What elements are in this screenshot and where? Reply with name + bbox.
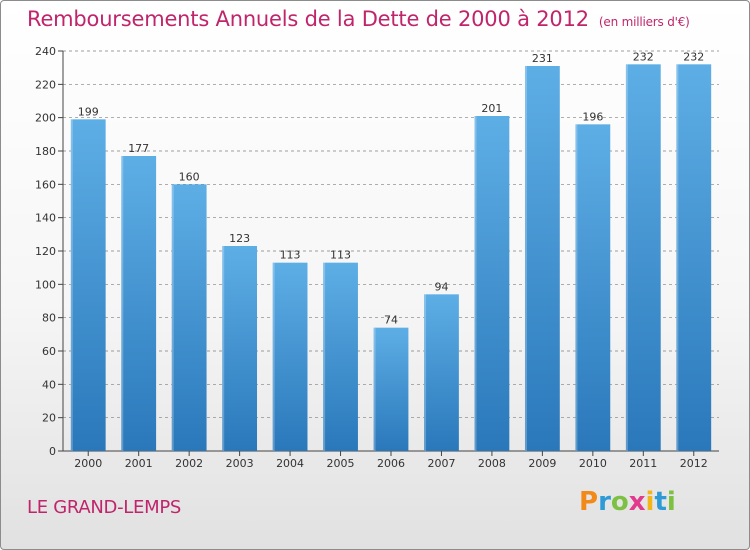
bar-2011 [625, 64, 661, 452]
x-tick-label: 2001 [125, 457, 153, 470]
y-tick-label: 60 [42, 345, 56, 358]
bar-highlight [323, 262, 326, 451]
bar-value-label: 199 [78, 105, 99, 118]
bar-highlight [524, 66, 527, 451]
bar-2001 [121, 156, 157, 451]
labels: 199 2000 177 2001 160 2002 123 2003 113 2004 113 20… [74, 50, 708, 470]
bar-value-label: 113 [330, 249, 351, 262]
bar-2000 [70, 119, 106, 451]
x-tick-label: 2006 [377, 457, 405, 470]
x-tick-label: 2012 [680, 457, 708, 470]
y-tick-label: 200 [35, 112, 56, 125]
x-tick-label: 2002 [175, 457, 203, 470]
bar-highlight [373, 327, 376, 451]
x-tick-label: 2005 [327, 457, 355, 470]
bar-2012 [676, 64, 712, 452]
bar-value-label: 177 [128, 142, 149, 155]
y-tick-label: 40 [42, 378, 56, 391]
bar-highlight [474, 116, 477, 451]
bar-2006 [373, 327, 409, 451]
city-name: LE GRAND-LEMPS [27, 497, 181, 518]
bar-value-label: 123 [229, 232, 250, 245]
bar-value-label: 160 [179, 170, 200, 183]
chart-title: Remboursements Annuels de la Dette de 20… [27, 7, 690, 31]
x-tick-label: 2010 [579, 457, 607, 470]
y-tick-label: 20 [42, 412, 56, 425]
bar-highlight [424, 294, 427, 451]
bar-2004 [272, 262, 308, 451]
bar-value-label: 196 [582, 110, 603, 123]
bar-highlight [70, 119, 73, 451]
bar-value-label: 231 [532, 52, 553, 65]
bar-highlight [625, 64, 628, 452]
y-tick-label: 220 [35, 78, 56, 91]
y-tick-label: 240 [35, 45, 56, 58]
bar-highlight [676, 64, 679, 452]
bar-2003 [222, 246, 258, 451]
bar-value-label: 232 [683, 50, 704, 63]
y-tick-label: 80 [42, 312, 56, 325]
bar-2007 [424, 294, 459, 451]
bar-highlight [575, 124, 578, 451]
x-tick-label: 2009 [528, 457, 556, 470]
bar-2010 [575, 124, 611, 451]
bars [70, 64, 712, 452]
bar-2008 [474, 116, 510, 451]
y-tick-label: 140 [35, 212, 56, 225]
bar-2002 [171, 184, 207, 452]
bar-value-label: 113 [280, 249, 301, 262]
chart-unit: (en milliers d'€) [598, 15, 690, 29]
bar-2009 [524, 66, 560, 451]
y-tick-label: 120 [35, 245, 56, 258]
proxiti-logo: Proxiti [579, 487, 676, 517]
bar-highlight [121, 156, 124, 451]
bar-value-label: 94 [434, 280, 448, 293]
bar-value-label: 232 [633, 50, 654, 63]
x-tick-label: 2000 [74, 457, 102, 470]
bar-highlight [222, 246, 225, 451]
y-tick-label: 100 [35, 278, 56, 291]
bar-chart: 0 20 40 60 80 100 120 140 160 180 200 220 240 199 200… [35, 45, 719, 470]
chart-title-text: Remboursements Annuels de la Dette de 20… [27, 7, 589, 31]
x-tick-label: 2007 [427, 457, 455, 470]
y-tick-label: 180 [35, 145, 56, 158]
bar-highlight [171, 184, 174, 452]
bar-value-label: 201 [481, 102, 502, 115]
bar-2005 [323, 262, 358, 451]
y-tick-label: 160 [35, 178, 56, 191]
y-tick-label: 0 [49, 445, 56, 458]
bar-value-label: 74 [384, 314, 398, 327]
x-tick-label: 2004 [276, 457, 304, 470]
x-tick-label: 2008 [478, 457, 506, 470]
bar-highlight [272, 262, 275, 451]
x-tick-label: 2011 [629, 457, 657, 470]
x-tick-label: 2003 [226, 457, 254, 470]
